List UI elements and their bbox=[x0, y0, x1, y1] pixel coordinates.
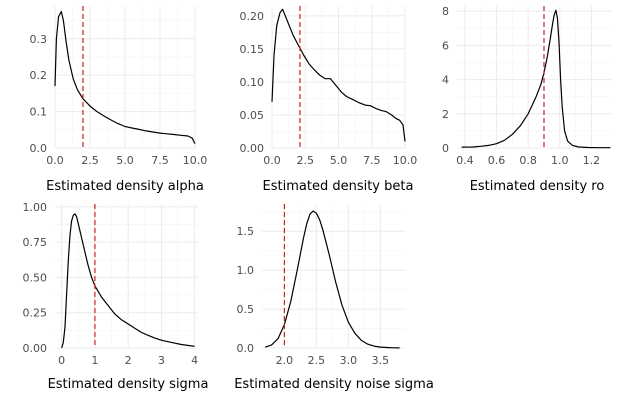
x-tick-label: 3.5 bbox=[372, 354, 390, 367]
y-tick-label: 0.00 bbox=[240, 142, 265, 155]
y-tick-label: 0.05 bbox=[240, 109, 265, 122]
x-tick-label: 2.5 bbox=[297, 154, 315, 167]
density-curve bbox=[61, 213, 195, 349]
y-tick-label: 0.10 bbox=[240, 76, 265, 89]
x-tick-label: 3 bbox=[158, 354, 165, 367]
x-tick-label: 2.5 bbox=[308, 354, 326, 367]
y-tick-label: 0.2 bbox=[30, 69, 48, 82]
y-tick-label: 0.15 bbox=[240, 43, 265, 56]
x-tick-label: 1.0 bbox=[551, 154, 569, 167]
y-tick-label: 6 bbox=[442, 39, 449, 52]
x-tick-label: 7.5 bbox=[363, 154, 381, 167]
y-tick-label: 0.75 bbox=[23, 236, 48, 249]
y-tick-label: 0.1 bbox=[30, 106, 48, 119]
density-panel-5: 2.0 2.5 3.0 3.5 0.0 0.5 1.0 1.5 Estimated densit… bbox=[234, 204, 434, 392]
y-tick-label: 2 bbox=[442, 108, 449, 121]
density-curve bbox=[461, 9, 611, 149]
x-tick-label: 2 bbox=[125, 354, 132, 367]
x-axis-label: Estimated density sigma bbox=[48, 377, 209, 392]
y-tick-label: 0.50 bbox=[23, 271, 48, 284]
y-tick-label: 0.5 bbox=[237, 303, 255, 316]
y-tick-label: 1.5 bbox=[237, 225, 255, 238]
y-tick-label: 4 bbox=[442, 74, 449, 87]
x-tick-label: 4 bbox=[191, 354, 198, 367]
density-panel-2: 0.0 2.5 5.0 7.5 10.0 0.00 0.05 0.10 0.15 0.20 Esti… bbox=[240, 6, 418, 194]
y-tick-label: 0.0 bbox=[30, 142, 48, 155]
x-tick-label: 0.4 bbox=[456, 154, 474, 167]
density-curve bbox=[54, 10, 196, 144]
y-tick-label: 0.0 bbox=[237, 342, 255, 355]
y-tick-label: 0.00 bbox=[23, 342, 48, 355]
y-tick-label: 0.3 bbox=[30, 33, 48, 46]
x-tick-label: 0.6 bbox=[488, 154, 506, 167]
density-panel-1: 0.0 2.5 5.0 7.5 10.0 0.0 0.1 0.2 0.3 Estimated de… bbox=[30, 6, 208, 194]
x-axis-label: Estimated density noise sigma bbox=[234, 377, 434, 392]
x-tick-label: 2.5 bbox=[81, 154, 99, 167]
x-tick-label: 1.2 bbox=[583, 154, 601, 167]
x-tick-label: 7.5 bbox=[151, 154, 169, 167]
density-curve bbox=[264, 210, 400, 349]
x-tick-label: 0 bbox=[58, 354, 65, 367]
x-tick-label: 5.0 bbox=[116, 154, 134, 167]
x-tick-label: 0.0 bbox=[46, 154, 64, 167]
x-tick-label: 10.0 bbox=[393, 154, 418, 167]
x-tick-label: 0.8 bbox=[519, 154, 537, 167]
x-tick-label: 10.0 bbox=[183, 154, 208, 167]
x-tick-label: 3.0 bbox=[340, 354, 358, 367]
y-tick-label: 1.0 bbox=[237, 264, 255, 277]
density-curve bbox=[271, 8, 406, 142]
x-tick-label: 5.0 bbox=[330, 154, 348, 167]
density-panel-4: 0 1 2 3 4 0.00 0.25 0.50 0.75 1.00 Estimated densi… bbox=[23, 201, 209, 392]
density-panel-3: 0.4 0.6 0.8 1.0 1.2 0 2 4 6 8 Estimated density ro bbox=[442, 5, 612, 194]
y-tick-label: 1.00 bbox=[23, 201, 48, 214]
x-tick-label: 2.0 bbox=[276, 354, 294, 367]
y-tick-label: 0.20 bbox=[240, 10, 265, 23]
x-axis-label: Estimated density ro bbox=[470, 179, 605, 194]
x-axis-label: Estimated density beta bbox=[263, 179, 414, 194]
x-axis-label: Estimated density alpha bbox=[46, 179, 204, 194]
x-tick-label: 1 bbox=[91, 354, 98, 367]
y-tick-label: 0.25 bbox=[23, 307, 48, 320]
y-tick-label: 0 bbox=[442, 142, 449, 155]
y-tick-label: 8 bbox=[442, 5, 449, 18]
x-tick-label: 0.0 bbox=[263, 154, 281, 167]
